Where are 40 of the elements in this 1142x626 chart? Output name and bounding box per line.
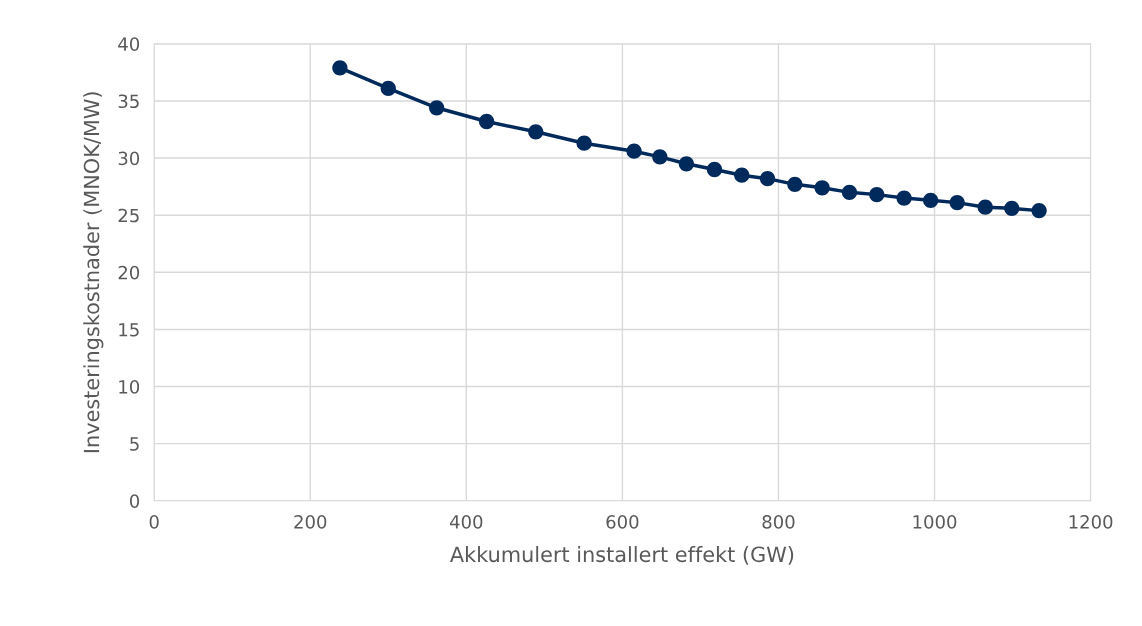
- x-tick-label: 1200: [1069, 515, 1113, 529]
- point: [652, 149, 668, 165]
- y-tick-label: 15: [119, 323, 139, 337]
- point: [814, 180, 830, 196]
- point: [678, 156, 695, 172]
- point: [626, 143, 642, 159]
- x-tick-label: 200: [294, 515, 327, 529]
- point: [923, 192, 939, 208]
- point: [429, 100, 445, 116]
- y-axis-title: Investeringskostnader (MNOK/MW): [83, 92, 104, 453]
- y-tick-label: 10: [119, 380, 140, 394]
- x-tick-label: 800: [762, 515, 795, 529]
- x-tick-label: 600: [606, 515, 639, 529]
- point: [841, 184, 858, 200]
- point: [478, 113, 495, 130]
- y-tick-label: 20: [118, 265, 140, 280]
- point: [576, 135, 592, 151]
- point: [1031, 202, 1047, 219]
- point: [332, 60, 348, 76]
- point: [1004, 200, 1020, 216]
- point: [528, 124, 544, 140]
- point: [380, 80, 396, 97]
- y-tick-label: 30: [118, 151, 140, 166]
- point: [734, 167, 750, 183]
- point: [896, 190, 912, 206]
- y-tick-label: 25: [118, 208, 139, 223]
- y-tick-label: 35: [118, 94, 139, 109]
- y-tick-label: 0: [129, 494, 140, 508]
- point: [977, 199, 993, 215]
- point: [869, 186, 885, 203]
- y-tick-label: 40: [118, 37, 140, 51]
- point: [949, 194, 965, 211]
- point: [787, 176, 803, 192]
- x-tick-label: 400: [449, 515, 483, 529]
- x-tick-label: 1000: [913, 515, 957, 529]
- point: [759, 170, 776, 187]
- point: [706, 161, 723, 178]
- y-tick-label: 5: [130, 437, 139, 451]
- x-axis-title: Akkumulert installert effekt (GW): [450, 546, 794, 565]
- x-tick-label: 0: [149, 515, 159, 529]
